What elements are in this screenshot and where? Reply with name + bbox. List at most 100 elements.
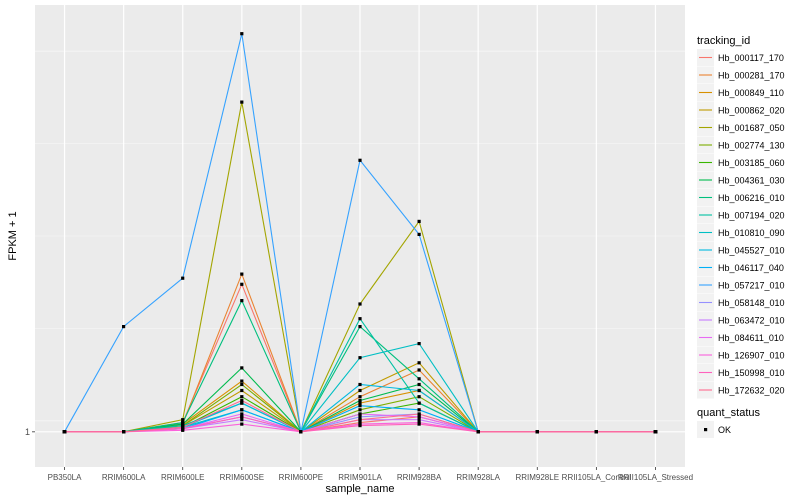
data-point — [358, 398, 362, 403]
x-axis: PB350LA RRIM600LA RRIM600LE RRIM600SE RRIM60… — [48, 467, 693, 482]
data-point — [417, 422, 421, 426]
x-tick-label: RRIM928BA — [397, 473, 442, 482]
x-tick-label: RRIM901LA — [338, 473, 382, 482]
legend-label: Hb_004361_030 — [718, 176, 785, 186]
data-point — [240, 100, 244, 104]
data-point — [476, 430, 480, 434]
x-tick-label: RRIM600LA — [102, 473, 146, 482]
data-points — [62, 32, 658, 434]
legend-label: Hb_001687_050 — [718, 123, 785, 133]
data-point — [417, 219, 421, 223]
legend-label: Hb_058148_010 — [718, 298, 785, 308]
x-tick-label: RRIM600LE — [161, 473, 205, 482]
data-point — [417, 415, 421, 419]
data-point — [240, 418, 244, 422]
legend2-title: quant_status — [697, 407, 760, 419]
data-point — [240, 388, 244, 393]
legend-label: Hb_150998_010 — [718, 368, 785, 378]
data-point — [181, 421, 185, 425]
data-point — [594, 430, 598, 434]
data-point — [417, 377, 421, 381]
legend-label: Hb_002774_130 — [718, 141, 785, 151]
data-point — [417, 382, 421, 387]
data-point — [240, 398, 244, 403]
y-axis: 1 — [25, 427, 35, 437]
legend-label: Hb_000849_110 — [718, 88, 784, 98]
legend-label: Hb_010810_090 — [718, 228, 785, 238]
data-point — [535, 430, 539, 434]
data-point — [240, 422, 244, 426]
legend-label: Hb_003185_060 — [718, 158, 785, 168]
legend-label: Hb_007194_020 — [718, 211, 785, 221]
data-point — [358, 412, 362, 416]
data-point — [358, 302, 362, 306]
data-point — [417, 418, 421, 422]
legend: tracking_id Hb_000117_170 Hb_000281_170 Hb… — [697, 35, 785, 438]
data-point — [358, 404, 362, 408]
data-point — [358, 325, 362, 329]
data-point — [240, 366, 244, 370]
data-point — [358, 415, 362, 419]
data-point — [417, 408, 421, 412]
data-point — [417, 401, 421, 405]
data-point — [417, 388, 421, 393]
data-point — [358, 356, 362, 360]
data-point — [240, 379, 244, 383]
data-point — [240, 395, 244, 399]
data-point — [358, 158, 362, 162]
y-tick-label: 1 — [25, 427, 30, 437]
x-tick-label: PB350LA — [48, 473, 82, 482]
data-point — [417, 232, 421, 236]
data-point — [358, 401, 362, 405]
data-point — [358, 317, 362, 321]
data-point — [358, 395, 362, 399]
legend-label: Hb_126907_010 — [718, 351, 785, 361]
data-point — [299, 430, 303, 434]
legend2-label: OK — [718, 425, 731, 435]
data-point — [122, 430, 126, 434]
data-point — [240, 272, 244, 276]
data-point — [240, 415, 244, 419]
data-point — [122, 325, 126, 329]
data-point — [181, 276, 185, 280]
data-point — [358, 382, 362, 387]
data-point — [62, 430, 67, 434]
data-point — [240, 412, 244, 416]
data-point — [653, 430, 658, 434]
legend2-swatch — [704, 428, 708, 432]
data-point — [417, 361, 421, 365]
x-tick-label: RRIM600PE — [279, 473, 323, 482]
data-point — [240, 282, 244, 286]
legend-label: Hb_057217_010 — [718, 281, 785, 291]
x-tick-label: RRIM928LA — [456, 473, 500, 482]
data-point — [240, 32, 244, 36]
x-tick-label: RRIM928LE — [515, 473, 559, 482]
legend-label: Hb_084611_010 — [718, 333, 784, 343]
legend-label: Hb_063472_010 — [718, 316, 785, 326]
legend-label: Hb_045527_010 — [718, 246, 785, 256]
data-point — [358, 424, 362, 428]
x-tick-label: RRIM600SE — [220, 473, 264, 482]
data-point — [181, 425, 185, 429]
x-tick-label: RRII105LA_Stressed — [618, 473, 693, 482]
legend-label: Hb_172632_020 — [718, 386, 785, 396]
x-tick-label: RRII105LA_Control — [562, 473, 632, 482]
legend-label: Hb_000862_020 — [718, 106, 785, 116]
data-point — [240, 382, 244, 387]
legend-label: Hb_000281_170 — [718, 71, 785, 81]
data-point — [240, 299, 244, 303]
data-point — [240, 408, 244, 412]
data-point — [417, 395, 421, 399]
data-point — [417, 368, 421, 372]
data-point — [240, 401, 244, 405]
legend-label: Hb_000117_170 — [718, 53, 784, 63]
legend-label: Hb_046117_040 — [718, 263, 784, 273]
data-point — [358, 418, 362, 422]
data-point — [417, 412, 421, 416]
data-point — [358, 388, 362, 393]
data-point — [181, 418, 185, 422]
y-axis-label: FPKM + 1 — [7, 211, 19, 260]
x-axis-label: sample_name — [325, 483, 394, 495]
legend-label: Hb_006216_010 — [718, 193, 785, 203]
